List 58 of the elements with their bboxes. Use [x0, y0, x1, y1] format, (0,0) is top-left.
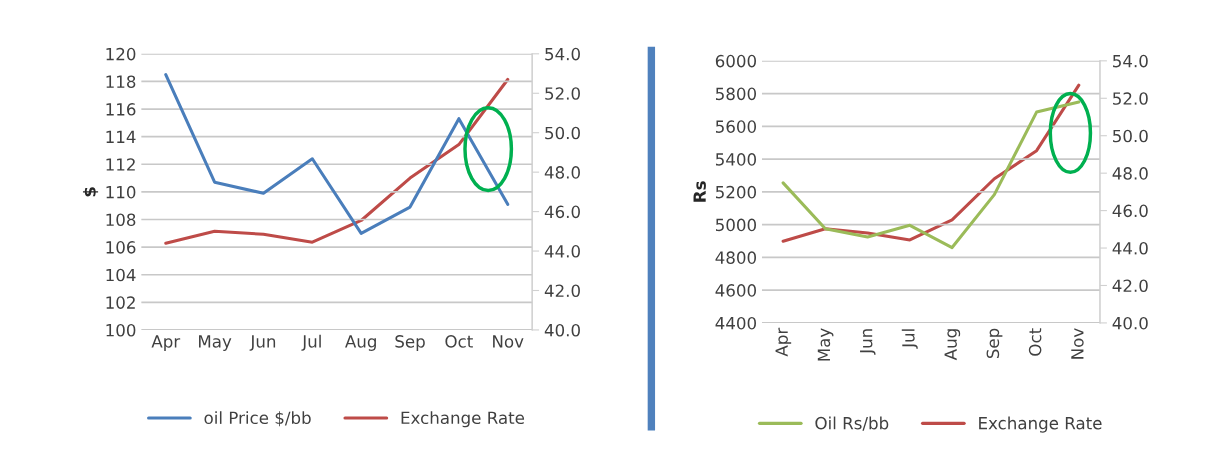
y2-tick-label: 54.0	[545, 47, 580, 61]
x-tick-label: Jun	[860, 329, 876, 355]
y-tick-label: 108	[106, 213, 136, 227]
y2-tick-label: 50.0	[545, 126, 580, 140]
y2-tick-label: 42.0	[1112, 279, 1148, 293]
legend-label: Oil Rs/bb	[815, 416, 889, 431]
y-tick-label: 118	[106, 75, 136, 88]
y2-tick-label: 46.0	[544, 205, 580, 219]
x-tick-label: Aug	[944, 329, 961, 361]
y-tick-label: 5000	[715, 218, 757, 232]
x-tick-label: Apr	[775, 327, 792, 357]
x-tick-label: Sep	[395, 335, 425, 351]
y2-tick-label: 42.0	[544, 284, 580, 298]
legend-label: oil Price $/bb	[204, 411, 311, 427]
y-axis-title: $	[82, 187, 99, 197]
y-axis-title: Rs	[693, 181, 706, 202]
x-tick-label: Jun	[249, 335, 276, 351]
y2-tick-label: 50.0	[1113, 129, 1148, 143]
y-tick-label: 102	[106, 296, 135, 309]
x-tick-label: Jul	[301, 334, 321, 351]
y2-tick-label: 54.0	[1113, 54, 1148, 68]
x-tick-label: Oct	[1028, 328, 1042, 356]
y-tick-label: 5800	[715, 87, 757, 101]
x-tick-label: Apr	[151, 335, 181, 351]
y-tick-label: 4600	[715, 284, 757, 297]
y-tick-label: 106	[106, 241, 136, 254]
x-tick-label: Jul	[901, 329, 918, 349]
legend-label: Exchange Rate	[401, 411, 525, 428]
x-tick-label: May	[817, 328, 834, 361]
x-tick-label: Oct	[445, 335, 473, 348]
x-tick-label: May	[199, 335, 232, 351]
y-tick-label: 110	[106, 185, 136, 199]
y-tick-label: 120	[106, 47, 136, 61]
x-tick-label: Aug	[345, 335, 376, 351]
y2-tick-label: 52.0	[545, 87, 580, 100]
y2-tick-label: 48.0	[1112, 167, 1148, 180]
y2-tick-label: 48.0	[544, 166, 580, 179]
y2-tick-label: 40.0	[544, 323, 580, 337]
y-tick-label: 4400	[715, 316, 757, 330]
y-tick-label: 114	[106, 130, 136, 143]
y-tick-label: 100	[106, 323, 136, 337]
legend-label: Exchange Rate	[979, 416, 1102, 433]
y2-tick-label: 40.0	[1112, 316, 1148, 330]
y-tick-label: 104	[106, 268, 136, 282]
y-tick-label: 6000	[715, 54, 757, 68]
y2-tick-label: 52.0	[1113, 92, 1148, 105]
y2-tick-label: 44.0	[1112, 242, 1148, 255]
y2-tick-label: 46.0	[1112, 204, 1148, 218]
x-tick-label: Nov	[493, 335, 524, 348]
y-tick-label: 5200	[715, 185, 757, 199]
y-tick-label: 116	[106, 103, 136, 116]
y-tick-label: 5400	[715, 153, 757, 166]
y-tick-label: 112	[106, 158, 135, 171]
y-tick-label: 4800	[715, 251, 757, 264]
y-tick-label: 5600	[715, 120, 757, 133]
x-tick-label: Nov	[1071, 328, 1084, 359]
y2-tick-label: 44.0	[544, 245, 580, 258]
x-tick-label: Sep	[986, 328, 1003, 359]
